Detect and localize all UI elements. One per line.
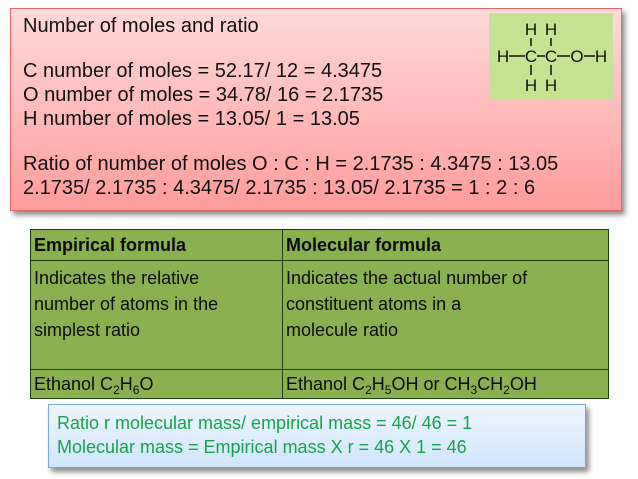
table-row: Ethanol C2H6O Ethanol C2H5OH or CH3CH2OH xyxy=(30,369,609,399)
hydrogen-moles-line: H number of moles = 13.05/ 1 = 13.05 xyxy=(23,108,360,130)
header-empirical: Empirical formula xyxy=(30,229,283,261)
table-header-row: Empirical formula Molecular formula xyxy=(30,229,609,261)
ethanol-structural-formula: H H H C C O H H H xyxy=(489,13,613,99)
atom-c-1: C xyxy=(525,47,537,66)
bond-lines xyxy=(509,38,595,75)
molecular-description: Indicates the actual number of constitue… xyxy=(282,260,609,370)
table-row: Indicates the relative number of atoms i… xyxy=(30,260,609,370)
header-molecular: Molecular formula xyxy=(282,229,609,261)
molecular-desc-line: molecule ratio xyxy=(286,320,399,340)
atom-h-bottom-2: H xyxy=(545,76,557,95)
empirical-desc-line: simplest ratio xyxy=(34,320,141,340)
molecular-desc-line: Indicates the actual number of xyxy=(286,268,528,288)
atom-h-bottom-1: H xyxy=(525,76,537,95)
molecular-mass-line: Molecular mass = Empirical mass X r = 46… xyxy=(57,437,467,457)
molecular-desc-line: constituent atoms in a xyxy=(286,294,462,314)
empirical-desc-line: Indicates the relative xyxy=(34,268,200,288)
oxygen-moles-line: O number of moles = 34.78/ 16 = 2.1735 xyxy=(23,84,384,106)
carbon-moles-line: C number of moles = 52.17/ 12 = 4.3475 xyxy=(23,60,383,82)
empirical-desc-line: number of atoms in the xyxy=(34,294,219,314)
ratio-line-1: Ratio of number of moles O : C : H = 2.1… xyxy=(23,153,559,175)
atom-h-right: H xyxy=(595,47,607,66)
atom-h-top-1: H xyxy=(525,20,537,39)
atom-o: O xyxy=(570,47,583,66)
molecular-mass-box: Ratio r molecular mass/ empirical mass =… xyxy=(48,404,586,468)
moles-ratio-title: Number of moles and ratio xyxy=(23,15,259,37)
formula-comparison-table: Empirical formula Molecular formula Indi… xyxy=(30,229,609,399)
ratio-line-2: 2.1735/ 2.1735 : 4.3475/ 2.1735 : 13.05/… xyxy=(23,177,536,199)
molecular-example: Ethanol C2H5OH or CH3CH2OH xyxy=(282,369,609,399)
atom-h-left: H xyxy=(497,47,509,66)
empirical-example: Ethanol C2H6O xyxy=(30,369,283,399)
ratio-r-line: Ratio r molecular mass/ empirical mass =… xyxy=(57,413,473,433)
atom-c-2: C xyxy=(545,47,557,66)
empirical-description: Indicates the relative number of atoms i… xyxy=(30,260,283,370)
atom-h-top-2: H xyxy=(545,20,557,39)
ethanol-structure-diagram: H H H C C O H H H xyxy=(497,20,607,95)
